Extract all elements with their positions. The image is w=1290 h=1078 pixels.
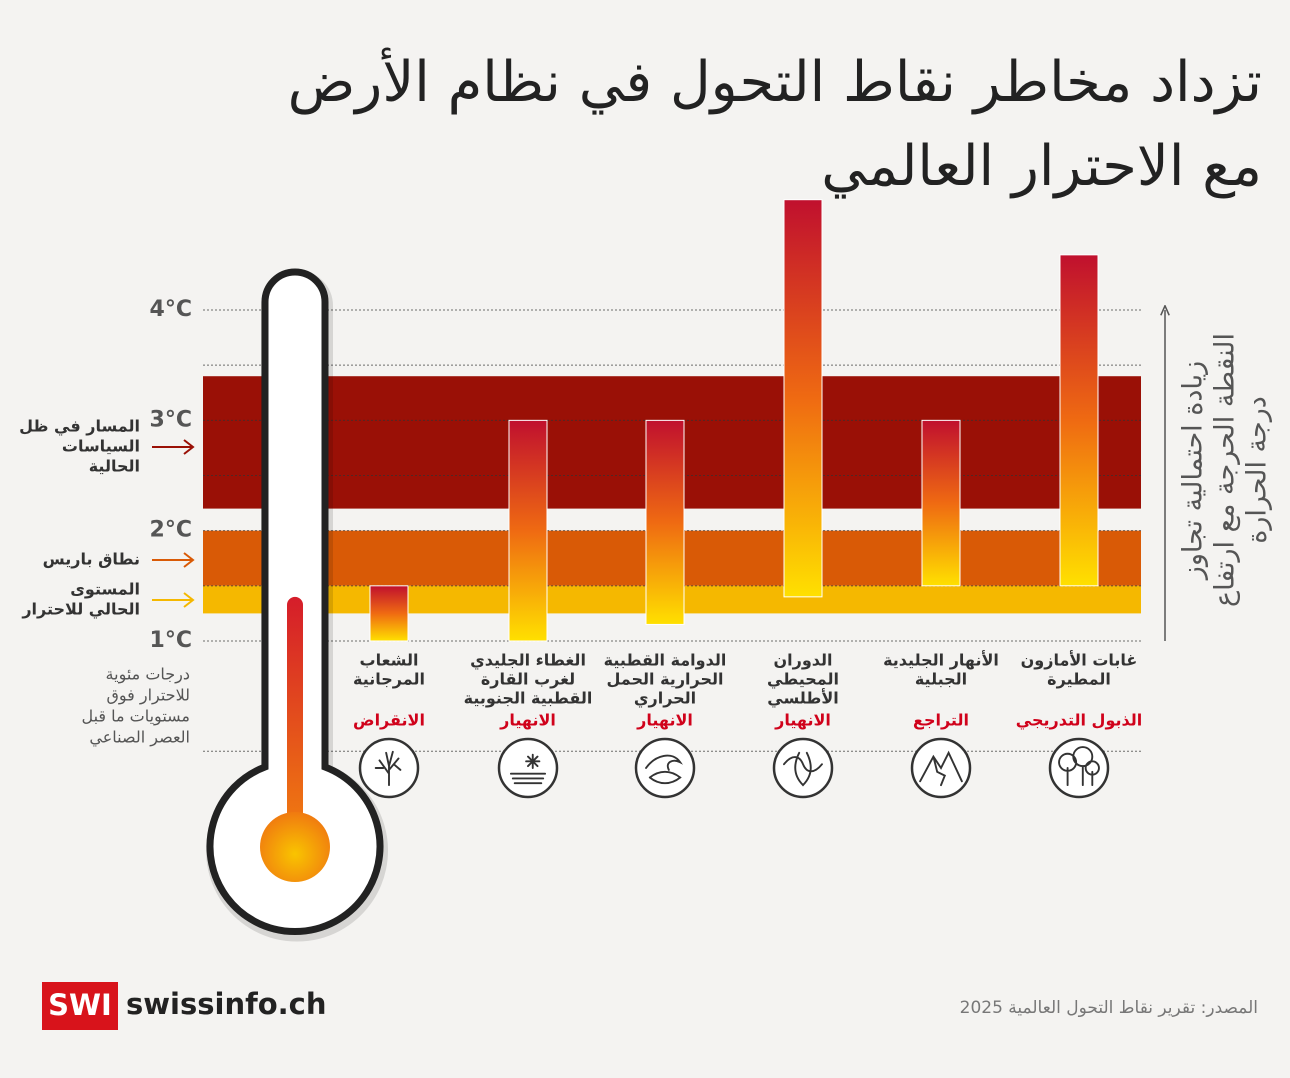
icon (645, 754, 683, 785)
title-line: مع الاحترار العالمي (821, 134, 1262, 199)
logo: SWI swissinfo.ch (42, 982, 327, 1030)
category-label: الحرارية الحمل (607, 670, 724, 689)
icon (509, 753, 547, 785)
band-label: الحالية (89, 457, 140, 476)
y-tick-label: 4°C (150, 297, 192, 322)
category-label: الحراري (634, 689, 696, 709)
icon (783, 751, 823, 787)
impact-label: التراجع (913, 711, 969, 730)
band-arrowhead (183, 592, 195, 608)
category-label: القطبية الجنوبية (464, 689, 593, 708)
y-axis-label: للاحترار فوق (106, 686, 190, 706)
impact-label: الانهيار (774, 711, 831, 730)
category-label: الأطلسي (767, 689, 838, 709)
range-bar (645, 419, 685, 625)
range-bar (1059, 254, 1099, 587)
range-bar (369, 585, 409, 642)
band-label: السياسات (62, 437, 140, 456)
y-axis-label: العصر الصناعي (89, 728, 190, 748)
logo-text: SWI (48, 988, 112, 1022)
logo-box (42, 982, 118, 1030)
category-label: غابات الأمازون (1021, 651, 1138, 670)
right-axis-label: زيادة احتمالية تجاوز (1178, 361, 1209, 581)
mercury (287, 596, 303, 830)
source: المصدر: تقرير نقاط التحول العالمية 2025 (960, 998, 1258, 1018)
site-name: swissinfo.ch (126, 987, 327, 1021)
band-label: المسار في ظل (19, 417, 140, 437)
icon-circle (772, 737, 834, 799)
right-axis-label: درجة الحرارة (1242, 396, 1273, 544)
category-label: لغرب القارة (481, 670, 575, 689)
impact-label: الانهيار (636, 711, 693, 730)
range-bar (921, 419, 961, 587)
icon (374, 750, 402, 787)
right-axis-label: النقطة الحرجة مع ارتفاع (1210, 333, 1241, 607)
category-label: الدوامة القطبية (604, 651, 727, 670)
category-label: الجبلية (915, 670, 967, 689)
category-label: الغطاء الجليدي (470, 651, 586, 671)
band-label: نطاق باريس (43, 550, 140, 569)
category-label: الشعاب (360, 651, 419, 670)
category-label: الدوران (773, 651, 832, 670)
impact-label: الانقراض (353, 711, 425, 730)
icon (919, 750, 963, 787)
category-label: المطيرة (1047, 670, 1111, 689)
impact-label: الانهيار (499, 711, 556, 730)
y-tick-label: 1°C (150, 628, 192, 653)
mercury-bulb (260, 812, 330, 882)
band-label: المستوى (70, 580, 140, 599)
title-line: تزداد مخاطر نقاط التحول في نظام الأرض (288, 47, 1262, 115)
category-label: المرجانية (353, 670, 425, 689)
y-tick-label: 3°C (150, 407, 192, 432)
category-label: الأنهار الجليدية (883, 651, 999, 670)
category-label: المحيطي (767, 670, 839, 690)
band-arrowhead (183, 552, 195, 568)
range-bar (783, 199, 823, 598)
band-arrowhead (183, 439, 195, 455)
impact-label: الذبول التدريجي (1016, 711, 1142, 731)
y-axis-label: مستويات ما قبل (81, 707, 190, 727)
icon-circle (497, 737, 559, 799)
y-axis-label: درجات مئوية (106, 665, 190, 685)
band-label: الحالي للاحترار (21, 600, 140, 620)
y-tick-label: 2°C (150, 518, 192, 543)
range-bar (508, 419, 548, 642)
icon-circle (634, 737, 696, 799)
icon (1058, 746, 1100, 787)
